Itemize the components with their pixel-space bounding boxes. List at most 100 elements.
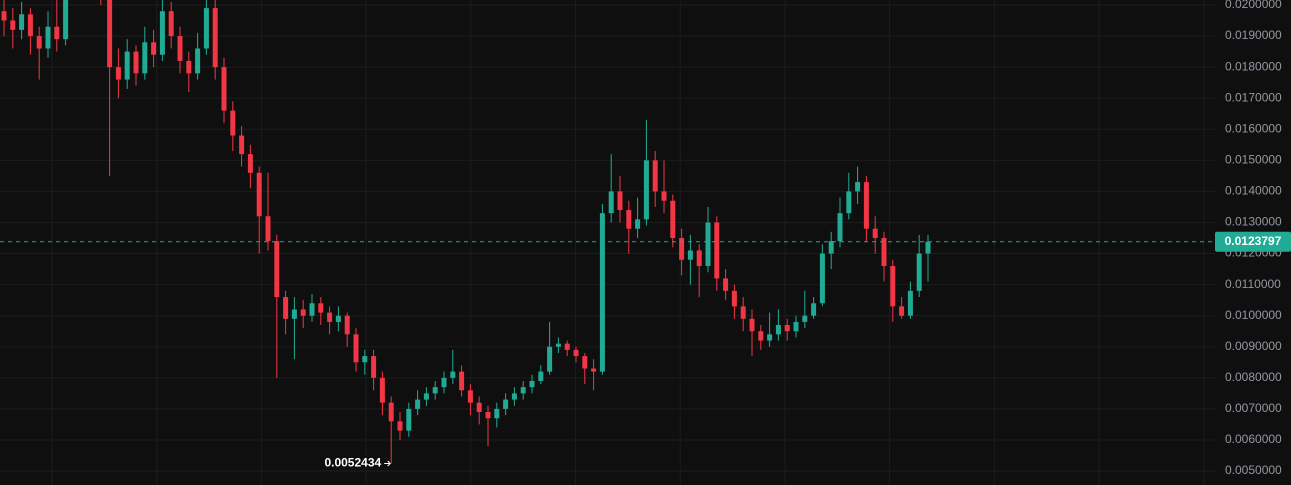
candle-body — [643, 160, 649, 220]
candle-body — [793, 321, 799, 332]
low-price-label: 0.0052434 — [324, 456, 381, 470]
candle-body — [529, 380, 535, 388]
candle-body — [107, 0, 113, 68]
candle-body — [432, 387, 438, 394]
y-tick-label: 0.0110000 — [1225, 277, 1281, 291]
candle-body — [670, 200, 676, 239]
candle-body — [124, 51, 130, 80]
y-tick-label: 0.0060000 — [1225, 432, 1282, 446]
candle-body — [423, 393, 429, 400]
candle-body — [740, 306, 746, 319]
candle-body — [608, 191, 614, 214]
candle-body — [846, 191, 852, 214]
candle-body — [767, 334, 773, 341]
candle-body — [406, 408, 412, 431]
candle-body — [599, 213, 605, 372]
candle-body — [379, 377, 385, 403]
candle-body — [168, 11, 174, 37]
candle-body — [617, 191, 623, 211]
candle-body — [159, 11, 165, 55]
candle-body — [476, 402, 482, 413]
candle-body — [467, 390, 473, 403]
candle-body — [547, 346, 553, 372]
candle-body — [758, 331, 764, 341]
candle-body — [362, 356, 368, 363]
candle-body — [652, 160, 658, 192]
candle-body — [784, 325, 790, 332]
candle-body — [863, 182, 869, 229]
last-price-badge — [1215, 231, 1291, 252]
candle-body — [212, 8, 218, 68]
candle-body — [195, 48, 201, 74]
candle-body — [837, 213, 843, 242]
candle-body — [151, 42, 157, 55]
y-tick-label: 0.0050000 — [1225, 463, 1282, 477]
candle-body — [503, 399, 509, 409]
candle-body — [142, 42, 148, 74]
candle-body — [415, 399, 421, 409]
candle-body — [723, 278, 729, 291]
candle-body — [520, 387, 526, 394]
candle-body — [819, 253, 825, 304]
candle-body — [353, 334, 359, 363]
candle-body — [256, 172, 262, 217]
y-tick-label: 0.0150000 — [1225, 153, 1282, 167]
candle-body — [828, 241, 834, 254]
y-tick-label: 0.0200000 — [1225, 0, 1282, 11]
candle-body — [186, 60, 192, 74]
candle-body — [344, 315, 350, 335]
candle-body — [318, 303, 324, 313]
candle-body — [300, 309, 306, 316]
candle-body — [115, 67, 121, 80]
candle-body — [714, 222, 720, 279]
candle-body — [133, 51, 139, 74]
candle-body — [573, 349, 579, 357]
candle-body — [335, 315, 341, 322]
candle-body — [679, 238, 685, 260]
candle-body — [635, 219, 641, 229]
candle-body — [247, 154, 253, 173]
candle-body — [925, 241, 931, 254]
candle-body — [626, 210, 632, 229]
candle-body — [511, 393, 517, 400]
candle-body — [538, 371, 544, 381]
candle-body — [327, 312, 333, 322]
y-tick-label: 0.0170000 — [1225, 90, 1282, 104]
y-tick-label: 0.0100000 — [1225, 308, 1282, 322]
plot-area: 0.0052434 — [0, 0, 1215, 470]
y-tick-label: 0.0070000 — [1225, 401, 1282, 415]
candle-body — [591, 368, 597, 372]
y-tick-label: 0.0160000 — [1225, 121, 1282, 135]
candle-body — [881, 238, 887, 266]
candle-body — [811, 303, 817, 316]
candle-body — [274, 241, 280, 298]
candle-body — [661, 191, 667, 201]
candle-body — [494, 408, 500, 419]
candle-body — [749, 318, 755, 332]
candle-body — [485, 412, 491, 419]
y-tick-label: 0.0130000 — [1225, 215, 1282, 229]
candle-body — [696, 250, 702, 266]
candle-body — [36, 36, 42, 49]
candle-body — [54, 26, 60, 40]
candle-body — [10, 20, 16, 30]
candle-body — [872, 228, 878, 239]
candle-body — [309, 303, 315, 316]
low-arrow — [384, 460, 391, 467]
last-price-label: 0.0123797 — [1225, 234, 1282, 248]
y-tick-label: 0.0090000 — [1225, 339, 1282, 353]
candle-body — [450, 371, 456, 378]
candle-body — [221, 67, 227, 111]
grid — [0, 0, 1215, 485]
candle-body — [371, 356, 377, 378]
candle-body — [899, 306, 905, 316]
candle-body — [63, 0, 69, 40]
candle-body — [283, 297, 289, 319]
candle-body — [45, 26, 51, 49]
candle-body — [203, 8, 209, 49]
candle-body — [397, 421, 403, 431]
y-tick-label: 0.0180000 — [1225, 59, 1282, 73]
candle-body — [27, 14, 33, 37]
